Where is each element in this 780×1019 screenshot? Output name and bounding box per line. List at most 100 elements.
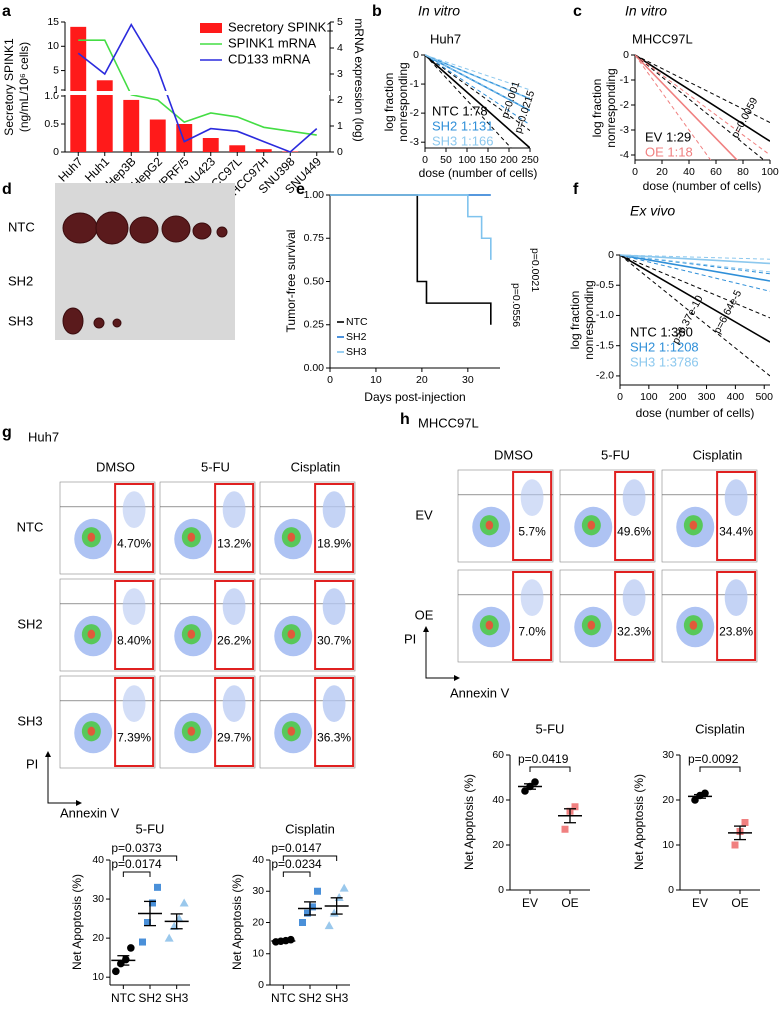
x-axis-label: dose (number of cells) — [636, 406, 755, 420]
confidence-line — [635, 54, 765, 160]
gate — [614, 471, 655, 561]
percent-label: 49.6% — [617, 525, 651, 539]
data-point — [127, 944, 135, 952]
legend-label: SH2 1:131 — [432, 118, 493, 133]
bar — [229, 145, 246, 152]
y-tick-label: 1.0 — [44, 90, 59, 102]
cell-cloud — [122, 588, 146, 625]
chart-title: 5-FU — [536, 721, 565, 736]
x-tick-label: 500 — [755, 391, 773, 403]
y-tick-label: -2.0 — [596, 370, 614, 382]
column-label: 5-FU — [601, 447, 630, 462]
row-label: OE — [415, 607, 434, 622]
y-tick-label: 10 — [47, 40, 59, 52]
y-tick-label: 10 — [92, 971, 104, 983]
fit-line — [620, 254, 770, 343]
y-tick-label: 2 — [337, 94, 343, 106]
data-point — [571, 803, 579, 811]
cell-cloud — [622, 579, 646, 616]
legend-label: NTC 1:360 — [630, 324, 693, 339]
data-point — [144, 919, 151, 926]
cell-cloud — [222, 491, 246, 528]
row-label: NTC — [8, 219, 35, 234]
y-tick-label: 10 — [662, 839, 674, 851]
column-label: Cisplatin — [291, 459, 341, 474]
arrow-head — [45, 751, 51, 757]
y-tick-label: 0 — [608, 249, 614, 261]
tumor — [129, 216, 159, 244]
y-axis-label: nonresponding — [604, 68, 618, 147]
axis-label: PI — [26, 756, 38, 771]
chart-title: MHCC97L — [632, 31, 693, 46]
comparison-bracket — [699, 766, 741, 772]
panel-letter: e — [296, 181, 305, 198]
percent-label: 36.3% — [317, 731, 351, 745]
y-tick-label: 10 — [252, 948, 264, 960]
chart-title: Cisplatin — [285, 821, 335, 836]
row-label: SH2 — [17, 616, 42, 631]
cell-cloud — [87, 629, 96, 639]
y-tick-label: 5 — [53, 64, 59, 76]
percent-label: 7.0% — [518, 625, 546, 639]
confidence-line — [620, 254, 770, 273]
p-value: p=0.0174 — [111, 857, 162, 871]
cell-cloud — [322, 491, 346, 528]
x-axis-label: dose (number of cells) — [643, 179, 762, 193]
panel-letter: h — [400, 411, 410, 428]
x-tick-label: 100 — [640, 391, 658, 403]
gate — [214, 677, 255, 767]
y-tick-label: 0.25 — [304, 319, 325, 331]
gate — [512, 571, 553, 661]
y-axis-label: Secretory SPINK1 — [2, 38, 16, 136]
data-point — [531, 778, 539, 786]
y-axis-label: Net Apoptosis (%) — [462, 774, 476, 870]
panel-letter: b — [372, 3, 382, 20]
confidence-line — [425, 54, 530, 111]
cell-cloud — [187, 629, 196, 639]
y-tick-label: 0.75 — [304, 232, 325, 244]
tumor — [192, 222, 212, 240]
arrow-head — [423, 626, 429, 632]
percent-label: 18.9% — [317, 537, 351, 551]
y-tick-label: 0 — [337, 146, 343, 158]
confidence-line — [635, 54, 712, 160]
y-tick-label: 0 — [53, 146, 59, 158]
x-tick-label: 300 — [698, 391, 716, 403]
legend-label: Secretory SPINK1 — [228, 19, 334, 34]
y-tick-label: 0 — [498, 884, 504, 896]
x-tick-label: 30 — [462, 374, 474, 386]
percent-label: 5.7% — [518, 525, 546, 539]
legend-label: SH2 1:1208 — [630, 339, 699, 354]
cell-cloud — [322, 685, 346, 722]
panel-header: In vitro — [625, 3, 667, 19]
axis-label: Annexin V — [450, 685, 510, 700]
x-tick-label: 0 — [632, 166, 638, 178]
panel-header: In vitro — [418, 3, 460, 19]
y-tick-label: 3 — [337, 68, 343, 80]
legend-label: SH3 1:166 — [432, 133, 493, 148]
x-tick-label: SH2 — [298, 991, 322, 1005]
bar — [149, 119, 166, 152]
y2-axis-label: mRNA expression (log) — [352, 18, 366, 141]
panel-title: MHCC97L — [418, 415, 479, 430]
cell-cloud — [87, 532, 96, 542]
chart-title: Huh7 — [430, 31, 461, 46]
bar — [96, 80, 113, 152]
y-tick-label: 4 — [337, 42, 343, 54]
row-label: SH3 — [8, 313, 33, 328]
y-tick-label: -1 — [410, 78, 419, 90]
y-axis-label: log fraction — [382, 73, 396, 132]
gate — [314, 483, 355, 573]
x-tick-label: OE — [731, 896, 748, 910]
cell-cloud — [724, 579, 748, 616]
x-tick-label: 40 — [683, 166, 695, 178]
y-tick-label: 0 — [413, 49, 419, 61]
cell-cloud — [520, 579, 544, 616]
x-tick-label: EV — [522, 896, 538, 910]
legend-label: SH2 — [346, 331, 367, 343]
x-tick-label: Huh7 — [55, 154, 85, 184]
x-tick-label: 0 — [617, 391, 623, 403]
y-tick-label: 30 — [662, 749, 674, 761]
x-tick-label: EV — [692, 896, 708, 910]
y-tick-label: 15 — [47, 16, 59, 28]
